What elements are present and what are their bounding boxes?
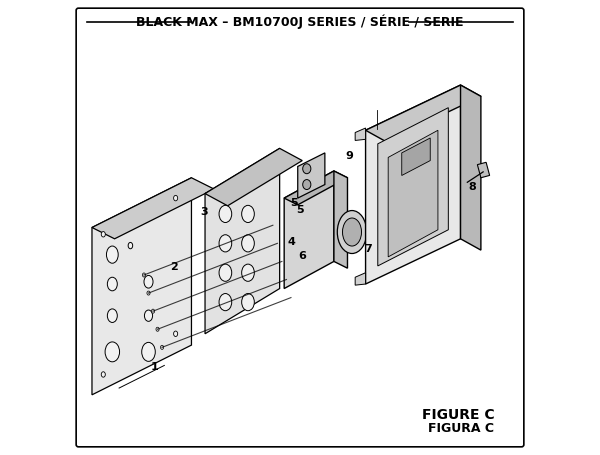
Ellipse shape [219, 264, 232, 281]
Polygon shape [334, 171, 347, 268]
Ellipse shape [219, 205, 232, 222]
Polygon shape [205, 148, 280, 334]
Ellipse shape [151, 309, 155, 313]
Ellipse shape [107, 309, 118, 323]
Ellipse shape [144, 275, 153, 288]
Text: FIGURE C: FIGURE C [422, 408, 494, 422]
Polygon shape [92, 178, 191, 395]
Ellipse shape [142, 342, 155, 361]
Ellipse shape [128, 243, 133, 249]
Text: 5: 5 [290, 197, 298, 207]
Polygon shape [365, 85, 461, 284]
Ellipse shape [173, 195, 178, 201]
Polygon shape [365, 85, 481, 142]
Polygon shape [284, 171, 347, 205]
Text: 3: 3 [200, 207, 208, 217]
Polygon shape [355, 128, 365, 141]
Ellipse shape [101, 232, 106, 237]
Ellipse shape [242, 205, 254, 222]
Text: 6: 6 [298, 251, 306, 261]
Polygon shape [298, 153, 325, 198]
Polygon shape [355, 273, 365, 285]
Ellipse shape [343, 218, 362, 246]
Text: BLACK MAX – BM10700J SERIES / SÉRIE / SERIE: BLACK MAX – BM10700J SERIES / SÉRIE / SE… [136, 15, 464, 29]
Text: 1: 1 [151, 362, 158, 372]
Text: 2: 2 [170, 262, 178, 272]
Bar [478, 162, 490, 178]
Text: 5: 5 [296, 205, 304, 215]
Text: 8: 8 [468, 182, 476, 192]
Ellipse shape [219, 235, 232, 252]
Text: 7: 7 [364, 244, 372, 254]
Ellipse shape [242, 293, 254, 311]
Text: 9: 9 [346, 151, 353, 161]
Ellipse shape [337, 211, 367, 253]
Ellipse shape [145, 310, 152, 321]
Ellipse shape [242, 235, 254, 252]
Polygon shape [402, 138, 430, 176]
Polygon shape [205, 148, 302, 206]
Ellipse shape [173, 331, 178, 337]
Polygon shape [284, 171, 334, 288]
Ellipse shape [242, 264, 254, 281]
Text: FIGURA C: FIGURA C [428, 422, 494, 435]
Polygon shape [92, 178, 214, 239]
Polygon shape [388, 130, 438, 257]
Ellipse shape [106, 246, 118, 263]
Ellipse shape [156, 327, 159, 331]
Ellipse shape [303, 164, 311, 174]
Polygon shape [378, 108, 448, 266]
Ellipse shape [107, 277, 118, 291]
Polygon shape [461, 85, 481, 250]
Ellipse shape [303, 180, 311, 190]
Ellipse shape [160, 345, 164, 349]
Ellipse shape [147, 291, 150, 295]
FancyBboxPatch shape [76, 8, 524, 447]
Ellipse shape [142, 273, 146, 277]
Ellipse shape [105, 342, 119, 362]
Text: 4: 4 [288, 237, 296, 247]
Ellipse shape [101, 372, 106, 377]
Ellipse shape [219, 293, 232, 311]
